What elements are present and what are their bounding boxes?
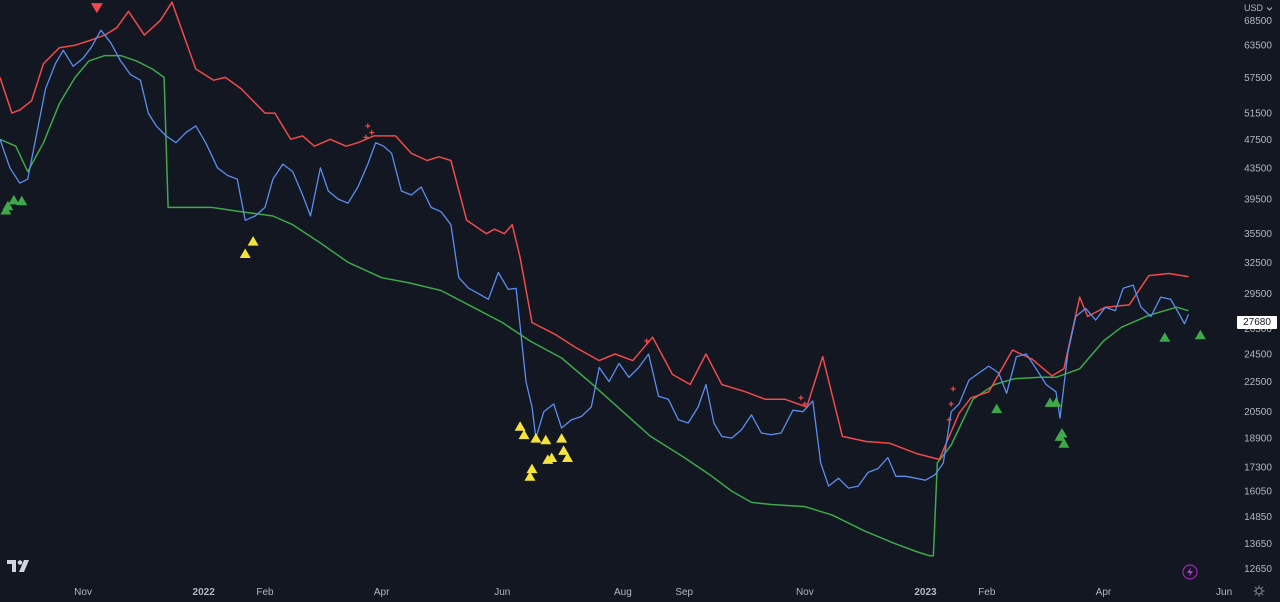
cross-signal-marker	[369, 130, 375, 136]
buy-signal-triangle	[247, 236, 259, 246]
price-tick-label: 22500	[1244, 377, 1272, 388]
cross-signal-marker	[950, 386, 956, 392]
price-tick-label: 57500	[1244, 73, 1272, 84]
price-tick-label: 39500	[1244, 195, 1272, 206]
buy-signal-triangle	[546, 452, 558, 463]
buy-signal-triangle	[514, 421, 526, 431]
buy-signal-triangle	[518, 429, 530, 440]
buy-signal-triangle	[991, 403, 1003, 414]
buy-signal-triangle	[8, 194, 20, 205]
price-tick-label: 16050	[1244, 487, 1272, 498]
time-tick-label: Feb	[256, 587, 274, 598]
time-tick-label: Sep	[675, 587, 693, 598]
buy-signal-triangle	[562, 452, 574, 463]
lower-band-layer	[0, 54, 1189, 557]
price-tick-label: 47500	[1244, 135, 1272, 146]
currency-selector[interactable]: USD	[1244, 3, 1273, 13]
price-tick-label: 51500	[1244, 109, 1272, 120]
cross-signal-marker	[644, 338, 650, 344]
sell-signal-triangle	[90, 3, 103, 14]
cross-signal-marker	[948, 401, 954, 407]
buy-signal-triangle	[540, 434, 552, 445]
price-tick-label: 12650	[1244, 564, 1272, 575]
time-tick-label: Nov	[796, 587, 814, 598]
price-tick-label: 17300	[1244, 462, 1272, 473]
price-tick-label: 29500	[1244, 289, 1272, 300]
price-tick-label: 68500	[1244, 16, 1272, 27]
price-tick-label: 13650	[1244, 539, 1272, 550]
time-tick-label: 2022	[193, 587, 216, 598]
price-tick-label: 14850	[1244, 512, 1272, 523]
time-tick-label: Feb	[978, 587, 996, 598]
cross-signal-marker	[798, 395, 804, 401]
buy-signal-triangle	[1050, 397, 1062, 407]
cross-signal-marker	[802, 401, 808, 407]
price-tick-label: 24500	[1244, 349, 1272, 360]
lower-band-line	[0, 54, 1189, 557]
price-tick-label: 32500	[1244, 258, 1272, 269]
time-tick-label: Nov	[74, 587, 92, 598]
currency-label: USD	[1244, 3, 1264, 13]
price-layer	[0, 29, 1190, 489]
buy-signal-triangle	[1056, 427, 1068, 438]
cross-signal-marker	[946, 417, 952, 423]
tradingview-logo-icon[interactable]	[7, 560, 33, 573]
cross-signal-marker	[363, 134, 369, 140]
upper-band-line	[0, 1, 1189, 461]
cross-signal-marker	[365, 123, 371, 129]
price-tick-label: 35500	[1244, 229, 1272, 240]
buy-signal-triangle	[526, 463, 538, 474]
buy-signal-triangle	[1159, 332, 1171, 342]
time-tick-label: Aug	[614, 587, 632, 598]
time-tick-label: Apr	[1096, 587, 1112, 598]
buy-signal-triangle	[16, 195, 28, 206]
price-tick-label: 43500	[1244, 163, 1272, 174]
buy-signal-triangle	[1058, 438, 1070, 448]
buy-signal-triangle	[0, 204, 12, 215]
price-axis[interactable]: 68500 63500 57500 51500 47500 43500 39500 35500…	[1244, 16, 1272, 575]
time-axis[interactable]: Nov 2022 Feb Apr Jun Aug Sep Nov 2023 Feb Apr Jun	[74, 587, 1232, 598]
buy-signal-triangle	[1194, 329, 1206, 340]
time-tick-label: Jun	[494, 587, 510, 598]
buy-signal-triangle	[524, 471, 536, 481]
buy-signal-triangle	[239, 248, 251, 258]
settings-gear-icon[interactable]	[1253, 585, 1265, 597]
upper-band-layer	[0, 1, 1189, 461]
buy-signal-triangle	[556, 433, 568, 443]
price-tick-label: 63500	[1244, 41, 1272, 52]
time-tick-label: Jun	[1216, 587, 1232, 598]
time-tick-label: Apr	[374, 587, 390, 598]
signal-markers	[0, 3, 1206, 481]
current-price-label: 27680	[1237, 316, 1277, 329]
price-tick-label: 18900	[1244, 434, 1272, 445]
price-tick-label: 26500	[1244, 324, 1272, 335]
price-tick-label: 20500	[1244, 407, 1272, 418]
lightning-bolt-icon[interactable]	[1182, 564, 1198, 580]
time-tick-label: 2023	[914, 587, 937, 598]
price-line	[0, 29, 1190, 489]
buy-signal-triangle	[530, 433, 542, 443]
buy-signal-triangle	[558, 445, 570, 455]
chevron-down-icon	[1266, 6, 1272, 11]
